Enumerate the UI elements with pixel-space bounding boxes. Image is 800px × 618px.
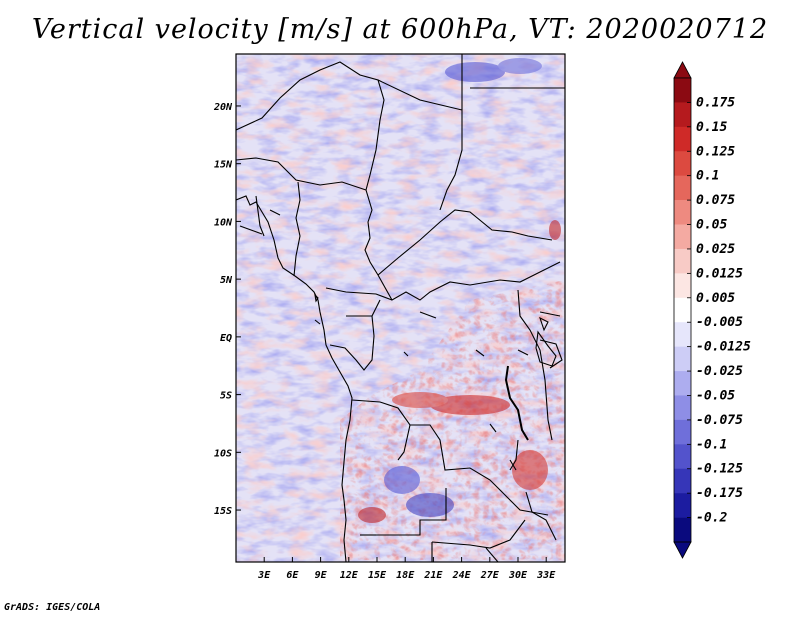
colorbar-swatch — [674, 126, 691, 152]
colorbar-swatch — [674, 346, 691, 372]
colorbar-label: 0.175 — [696, 95, 735, 110]
chart-title: Vertical velocity [m/s] at 600hPa, VT: 2… — [31, 14, 769, 45]
boundaries — [236, 54, 565, 562]
colorbar-swatch — [674, 151, 691, 176]
colorbar-label: -0.005 — [696, 315, 743, 330]
lon-label: 27E — [480, 570, 500, 581]
lat-label: 10S — [214, 448, 232, 459]
lon-label: 3E — [257, 570, 271, 581]
colorbar-label: 0.025 — [696, 242, 735, 257]
colorbar-swatch — [674, 175, 691, 201]
lat-label: 5S — [220, 391, 232, 402]
colorbar-bottom-arrow — [673, 541, 692, 559]
lon-label: 24E — [452, 570, 472, 581]
colorbar-swatch — [674, 273, 691, 299]
lon-label: 15E — [368, 570, 387, 581]
colorbar-label: -0.1 — [696, 437, 727, 452]
colorbar-swatch — [674, 102, 691, 128]
lon-label: 6E — [286, 570, 299, 581]
lon-label: 18E — [396, 570, 415, 581]
colorbar-label: 0.075 — [696, 193, 735, 208]
colorbar-swatch — [674, 224, 691, 250]
lon-label: 12E — [340, 570, 359, 581]
colorbar-swatch — [674, 444, 691, 470]
colorbar-label: 0.0125 — [696, 266, 743, 281]
colorbar-swatch — [674, 395, 691, 421]
colorbar-swatch — [674, 493, 691, 518]
lat-label: 15N — [214, 160, 233, 171]
colorbar-swatch — [674, 517, 691, 543]
colorbar-label: 0.125 — [696, 144, 735, 159]
colorbar-label: -0.075 — [696, 413, 743, 428]
lon-label: 9E — [315, 570, 328, 581]
longitude-axis: 3E 6E 9E 12E 15E 18E 21E 24E 27E 30E 33E — [257, 557, 556, 581]
colorbar-label: 0.1 — [696, 169, 719, 184]
colorbar-label: 0.05 — [696, 218, 727, 233]
colorbar-label: -0.2 — [696, 511, 727, 526]
vertical-velocity-field — [236, 54, 565, 562]
colorbar-swatch — [674, 248, 691, 274]
colorbar-swatch — [674, 78, 691, 103]
colorbar-swatch — [674, 371, 691, 396]
colorbar-swatch — [674, 297, 691, 323]
lon-label: 33E — [536, 570, 556, 581]
lat-label: 10N — [214, 217, 233, 228]
lat-label: EQ — [220, 333, 232, 344]
colorbar-swatch — [674, 468, 691, 494]
lat-label: 20N — [213, 102, 233, 113]
colorbar-label: -0.0125 — [696, 340, 751, 355]
colorbar-label: -0.125 — [696, 462, 743, 477]
colorbar-label: -0.025 — [696, 364, 743, 379]
lon-label: 30E — [508, 570, 528, 581]
colorbar-swatch — [674, 322, 691, 347]
colorbar-label: 0.005 — [696, 291, 735, 306]
colorbar-label: -0.05 — [696, 388, 735, 403]
grads-credit: GrADS: IGES/COLA — [4, 602, 101, 613]
colorbar-top-arrow — [673, 61, 692, 79]
colorbar-label: 0.15 — [696, 120, 727, 135]
colorbar: 0.175 0.15 0.125 0.1 0.075 0.05 0.025 0.0125 0.0… — [673, 61, 751, 559]
lon-label: 21E — [423, 570, 443, 581]
colorbar-label: -0.175 — [696, 486, 743, 501]
colorbar-swatch — [674, 200, 691, 225]
colorbar-outline — [673, 77, 692, 543]
lat-label: 5N — [220, 275, 233, 286]
map-frame — [235, 53, 566, 563]
colorbar-swatch — [674, 419, 691, 445]
latitude-axis: 20N 15N 10N 5N EQ 5S 10S 15S — [213, 102, 241, 517]
lat-label: 15S — [214, 506, 232, 517]
